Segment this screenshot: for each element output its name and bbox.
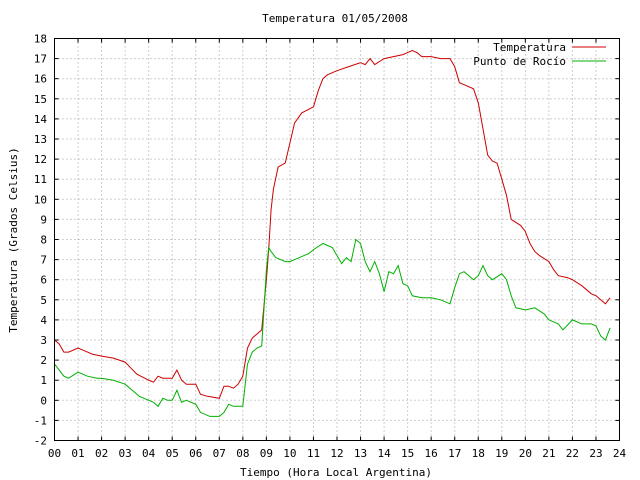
y-tick-label: 8 [40,234,47,247]
y-tick-label: 12 [34,153,47,166]
y-tick-label: 13 [34,133,47,146]
x-tick-label: 13 [354,447,367,460]
grid [54,38,620,441]
x-tick-label: 19 [495,447,508,460]
series-layer [54,50,611,417]
y-tick-label: 18 [34,33,47,46]
x-tick-label: 11 [307,447,320,460]
x-tick-label: 20 [519,447,532,460]
x-tick-label: 02 [95,447,108,460]
x-tick-label: 15 [401,447,414,460]
x-tick-label: 10 [283,447,296,460]
y-tick-label: 7 [40,254,47,267]
y-tick-label: 4 [40,314,47,327]
x-tick-label: 03 [119,447,132,460]
x-tick-label: 17 [448,447,461,460]
x-tick-label: 21 [542,447,555,460]
y-tick-label: -2 [34,435,47,448]
y-tick-label: 0 [40,394,47,407]
y-tick-label: 9 [40,213,47,226]
x-tick-label: 14 [377,447,391,460]
x-tick-label: 12 [330,447,343,460]
x-tick-label: 05 [166,447,179,460]
legend-label: Punto de Rocío [473,55,566,68]
x-tick-label: 09 [260,447,273,460]
x-tick-label: 04 [142,447,156,460]
y-tick-label: -1 [34,414,47,427]
x-tick-label: 22 [566,447,579,460]
plot-frame [54,38,620,441]
y-tick-label: 6 [40,274,47,287]
y-axis-label: Temperatura (Grados Celsius) [7,147,20,332]
y-tick-label: 5 [40,294,47,307]
axis-ticks: 00 01 02 03 04 05 06 07 08 09 10 11 12 13 14 15 16 17 18 19… [34,33,627,461]
y-tick-label: 16 [34,73,47,86]
y-tick-label: 14 [34,113,48,126]
legend-label: Temperatura [493,41,566,54]
y-tick-label: 17 [34,53,47,66]
y-tick-label: 10 [34,193,47,206]
series-line [54,238,611,417]
x-tick-label: 07 [213,447,226,460]
x-axis-label: Tiempo (Hora Local Argentina) [240,466,432,479]
x-tick-label: 23 [589,447,602,460]
x-tick-label: 16 [425,447,438,460]
y-tick-label: 3 [40,334,47,347]
x-tick-label: 24 [613,447,627,460]
x-tick-label: 08 [236,447,249,460]
x-tick-label: 06 [189,447,202,460]
x-tick-label: 18 [472,447,485,460]
x-tick-label: 00 [48,447,61,460]
y-tick-label: 15 [34,93,47,106]
chart-title: Temperatura 01/05/2008 [262,12,408,25]
y-tick-label: 1 [40,374,47,387]
x-tick-label: 01 [71,447,84,460]
y-tick-label: 2 [40,354,47,367]
series-line [54,50,611,399]
y-tick-label: 11 [34,173,47,186]
